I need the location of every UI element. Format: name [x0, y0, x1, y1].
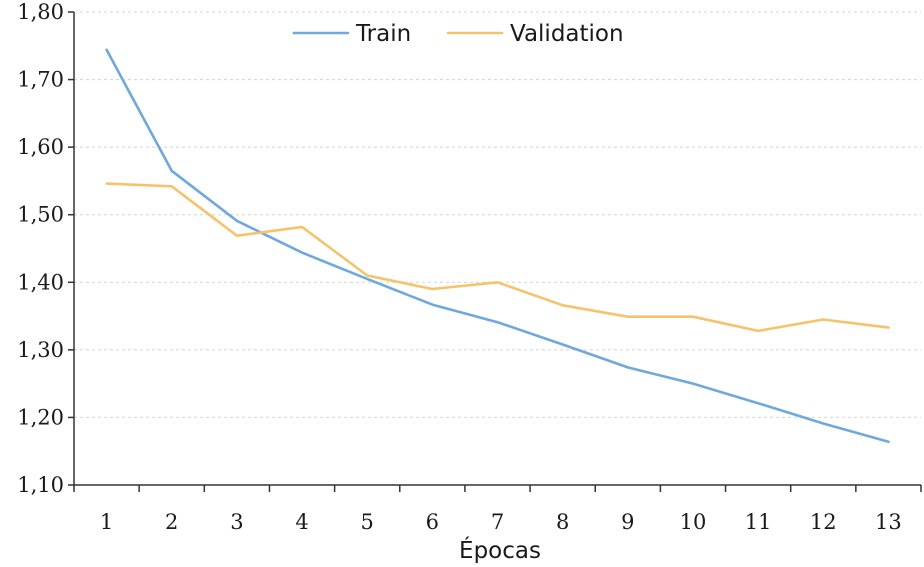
x-tick-label: 10 — [680, 510, 707, 534]
x-axis-title: Épocas — [459, 536, 541, 564]
x-tick-label: 12 — [810, 510, 837, 534]
x-tick-label: 13 — [875, 510, 902, 534]
x-tick-label: 7 — [491, 510, 504, 534]
gridlines — [74, 11, 921, 418]
y-tick-label: 1,20 — [17, 405, 64, 429]
x-tick-label: 4 — [295, 510, 308, 534]
y-tick-label: 1,40 — [17, 270, 64, 294]
tick-labels: 1,101,201,301,401,501,601,701,801 2 3 4 5 6 7 8… — [17, 0, 902, 534]
legend-label-train: Train — [355, 21, 411, 47]
y-tick-label: 1,30 — [17, 338, 64, 362]
series-line-validation — [105, 182, 890, 333]
y-tick-label: 1,10 — [17, 473, 64, 497]
x-tick-label: 2 — [165, 510, 178, 534]
legend-label-validation: Validation — [510, 21, 624, 47]
series-lines — [105, 48, 890, 444]
x-tick-label: 3 — [230, 510, 243, 534]
series-line-train — [105, 48, 890, 444]
y-tick-label: 1,70 — [17, 68, 64, 92]
x-tick-label: 5 — [361, 510, 374, 534]
x-tick-label: 1 — [100, 510, 113, 534]
y-tick-label: 1,50 — [17, 203, 64, 227]
x-tick-label: 6 — [426, 510, 439, 534]
x-tick-label: 11 — [745, 510, 772, 534]
legend: Train Validation — [292, 21, 624, 47]
y-tick-label: 1,80 — [17, 0, 64, 24]
y-tick-label: 1,60 — [17, 135, 64, 159]
x-tick-label: 8 — [556, 510, 569, 534]
axes — [68, 11, 922, 492]
x-tick-label: 9 — [621, 510, 634, 534]
